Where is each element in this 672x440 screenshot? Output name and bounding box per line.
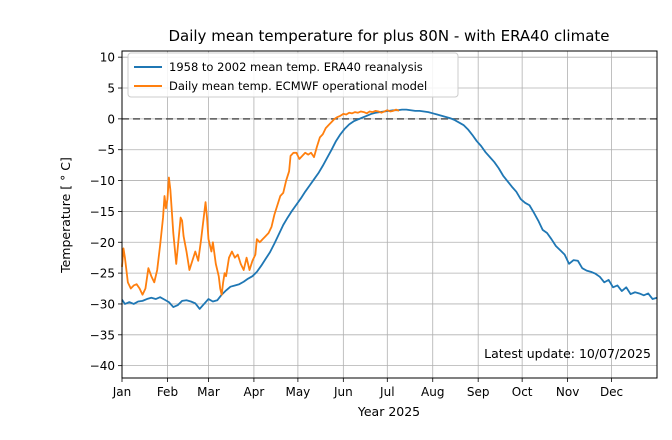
x-tick-label: Sep <box>467 385 490 399</box>
y-tick-label: −35 <box>90 328 115 342</box>
series-line-ecmwf <box>121 108 400 296</box>
x-tick-label: Jan <box>112 385 132 399</box>
x-axis-label: Year 2025 <box>357 404 420 419</box>
y-tick-label: 0 <box>107 112 115 126</box>
series-line-era40 <box>121 108 658 310</box>
x-tick-label: Jul <box>379 385 394 399</box>
x-tick-label: Feb <box>157 385 178 399</box>
y-tick-label: −25 <box>90 267 115 281</box>
legend-label-era40: 1958 to 2002 mean temp. ERA40 reanalysis <box>169 60 423 74</box>
y-tick-label: −15 <box>90 205 115 219</box>
latest-update-annotation: Latest update: 10/07/2025 <box>484 346 651 361</box>
legend-label-ecmwf: Daily mean temp. ECMWF operational model <box>169 79 427 93</box>
plot-frame <box>121 50 658 379</box>
y-tick-label: −5 <box>97 143 115 157</box>
x-tick-label: Apr <box>244 385 265 399</box>
y-tick-label: 5 <box>107 82 115 96</box>
x-tick-label: Dec <box>600 385 623 399</box>
x-tick-label: Nov <box>556 385 579 399</box>
y-tick-label: −30 <box>90 297 115 311</box>
y-tick-label: 10 <box>100 51 115 65</box>
series-layer <box>121 108 658 310</box>
y-tick-label: −40 <box>90 359 115 373</box>
legend-box <box>127 52 459 98</box>
x-axis: Jan Feb Mar Apr May Jun Jul Aug Sep Oct Nov Dec <box>112 378 623 399</box>
chart-title: Daily mean temperature for plus 80N - wi… <box>168 27 609 45</box>
x-tick-label: Oct <box>512 385 533 399</box>
grid-lines <box>121 51 657 378</box>
x-tick-label: Mar <box>197 385 220 399</box>
legend: 1958 to 2002 mean temp. ERA40 reanalysis… <box>127 52 459 98</box>
y-axis-label: Temperature [ ° C] <box>58 157 73 274</box>
x-tick-label: Aug <box>421 385 444 399</box>
y-tick-label: −20 <box>90 236 115 250</box>
y-tick-label: −10 <box>90 174 115 188</box>
x-tick-label: May <box>285 385 310 399</box>
y-axis: 10 5 0 −5 −10 −15 −20 −25 −30 −35 −40 <box>90 51 122 373</box>
x-tick-label: Jun <box>333 385 353 399</box>
